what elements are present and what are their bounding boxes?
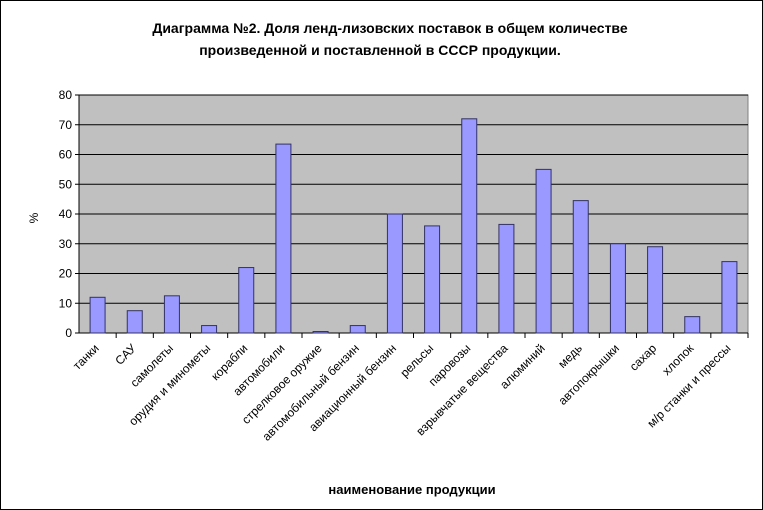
bar: [275, 143, 292, 334]
x-axis-title: наименование продукции: [328, 482, 495, 497]
y-tick-label: 30: [59, 237, 73, 251]
chart-title-line-2: произведенной и поставленной в СССР прод…: [199, 42, 561, 58]
y-tick-label: 0: [65, 326, 72, 340]
y-axis-title: %: [27, 212, 41, 223]
bar: [647, 246, 664, 334]
y-tick-label: 70: [59, 118, 73, 132]
bar: [89, 296, 106, 334]
y-tick-label: 40: [59, 207, 73, 221]
bar: [201, 325, 218, 334]
bar: [684, 316, 701, 334]
y-tick-label: 20: [59, 267, 73, 281]
bar: [609, 243, 626, 334]
bars: [89, 118, 738, 334]
bar: [386, 213, 403, 334]
bar: [238, 267, 255, 334]
bar: [461, 118, 478, 334]
bar: [312, 331, 329, 334]
bar: [498, 223, 515, 334]
bar: [572, 200, 589, 334]
chart-title-line-1: Диаграмма №2. Доля ленд-лизовских постав…: [152, 20, 628, 36]
bar: [349, 325, 366, 334]
y-tick-label: 60: [59, 148, 73, 162]
bar: [721, 261, 738, 334]
bar: [126, 310, 143, 334]
y-tick-label: 50: [59, 177, 73, 191]
y-tick-label: 80: [59, 88, 73, 102]
bar: [535, 168, 552, 334]
plot-area: [75, 94, 749, 338]
y-tick-label: 10: [59, 296, 73, 310]
bar: [163, 295, 180, 334]
bar: [424, 225, 441, 334]
y-axis-ticks: 0 10 20 30 40 50 60 70 80: [59, 88, 73, 340]
